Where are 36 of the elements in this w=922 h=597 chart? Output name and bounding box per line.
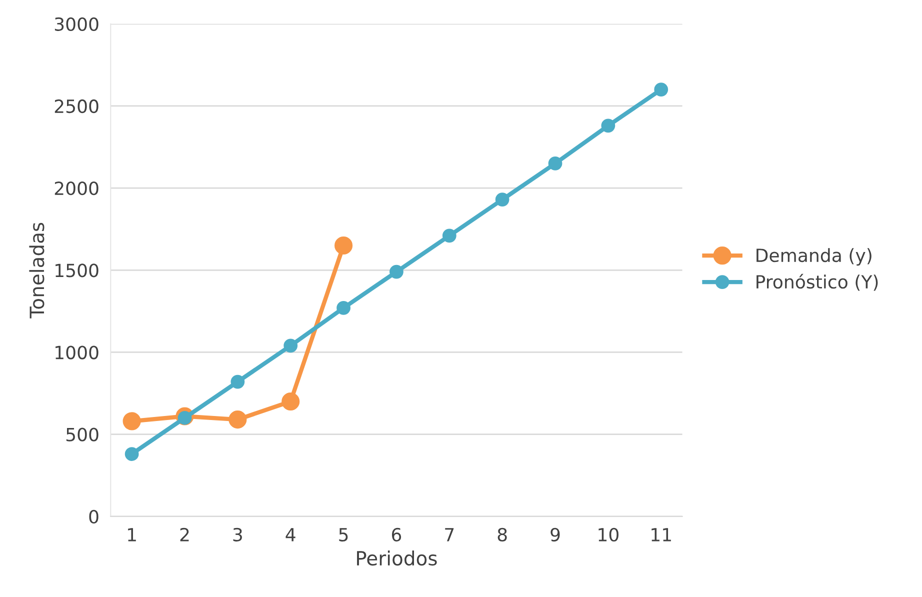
point [654,82,668,96]
legend-label: Pronóstico (Y) [756,274,878,291]
x-tick-label: 5 [339,528,348,542]
y-axis-title: Toneladas [29,222,44,318]
point [390,264,404,279]
x-tick-label: 8 [498,528,507,542]
point [601,118,616,133]
x-tick-label: 6 [392,528,402,542]
x-tick-label: 7 [445,528,454,542]
y-tick-label: 2500 [54,99,98,114]
x-tick-label: 10 [598,528,618,542]
y-tick-label: 500 [66,428,98,442]
x-tick-label: 1 [128,528,136,542]
point [495,192,510,206]
y-tick-label: 1000 [56,346,98,360]
point [230,374,245,389]
point [334,236,353,255]
point [336,300,350,315]
point [282,392,300,411]
y-tick-label: 3000 [54,17,98,31]
y-tick-label: 1500 [56,264,98,278]
point [228,410,247,429]
x-tick-label: 4 [286,528,296,542]
x-tick-label: 2 [180,528,189,542]
point [122,412,141,430]
legend-label: Demanda (y) [756,248,872,266]
x-tick-label: 11 [652,528,671,542]
x-tick-label: 3 [233,528,242,542]
y-tick-label: 2000 [54,182,98,196]
x-tick-label: 9 [550,528,560,542]
point [124,447,139,461]
point [548,156,562,170]
x-axis-title: Periodos [357,550,437,566]
point [284,338,298,353]
y-tick-label: 0 [89,510,98,524]
point [442,228,456,243]
